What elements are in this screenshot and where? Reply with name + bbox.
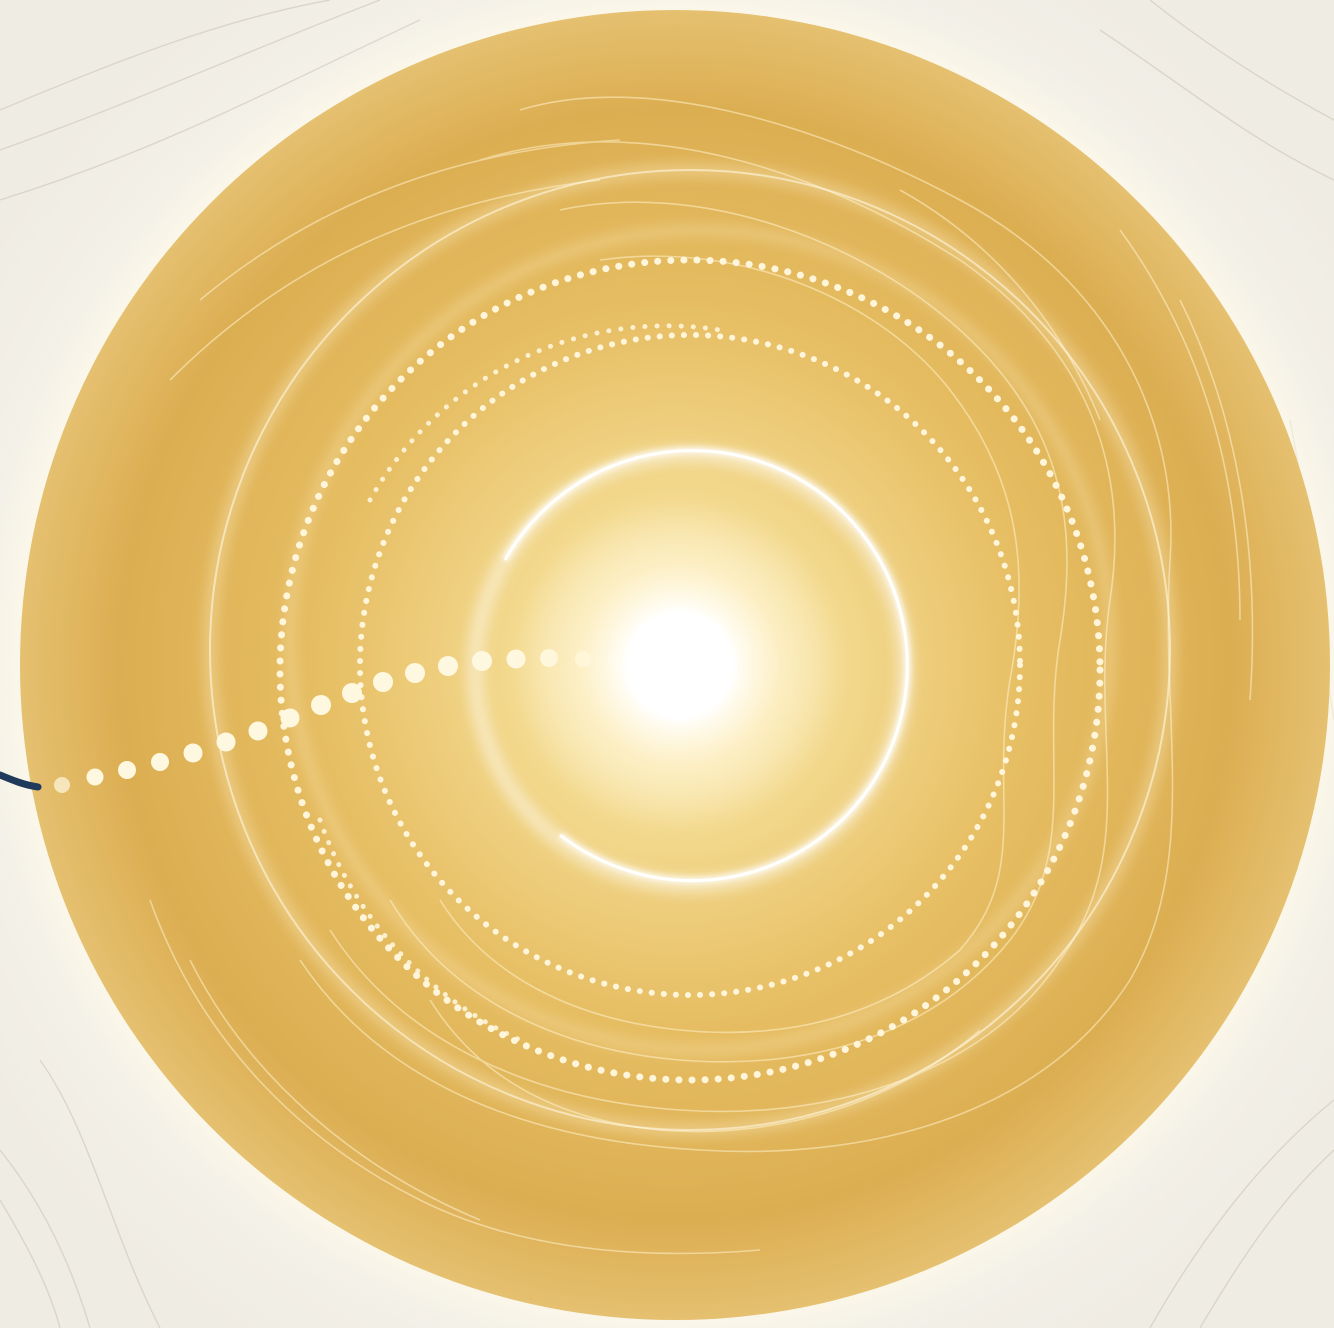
cable (0, 771, 42, 791)
dotted-ring-outer (276, 256, 1104, 1084)
dotted-ring-inner-arc (317, 323, 723, 1043)
inner-bright-ring (467, 447, 913, 893)
core-light (625, 610, 735, 720)
dotted-ring-middle (357, 332, 1023, 998)
outer-glow-rings (203, 163, 1177, 1137)
